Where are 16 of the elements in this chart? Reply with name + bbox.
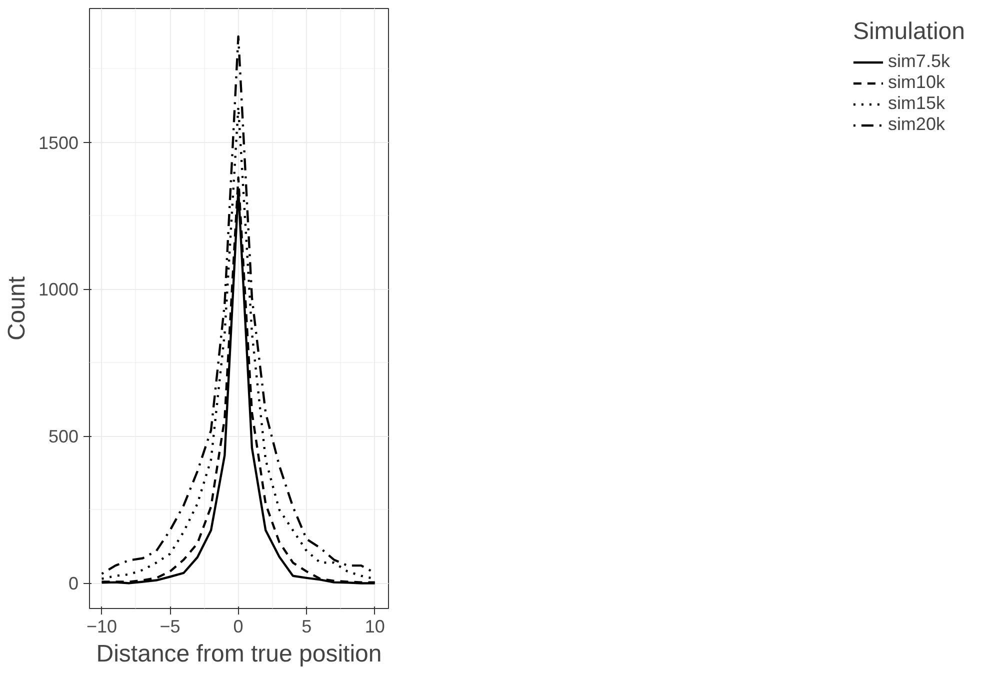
legend-label: sim10k bbox=[888, 72, 945, 93]
x-tick-label: 10 bbox=[364, 616, 385, 636]
y-axis-title: Count bbox=[3, 276, 30, 341]
x-tick-label: 5 bbox=[302, 616, 312, 636]
legend-label: sim7.5k bbox=[888, 51, 950, 72]
y-tick-label: 1500 bbox=[38, 132, 79, 153]
x-axis-title: Distance from true position bbox=[96, 640, 382, 668]
x-tick-label: 0 bbox=[233, 616, 244, 636]
legend-label: sim20k bbox=[888, 114, 945, 135]
legend-title: Simulation bbox=[852, 18, 965, 46]
y-tick-label: 0 bbox=[68, 574, 79, 594]
y-tick-label: 500 bbox=[48, 426, 79, 447]
x-tick-label: −10 bbox=[86, 616, 118, 636]
x-tick-label: −5 bbox=[160, 616, 180, 636]
legend-label: sim15k bbox=[888, 93, 945, 114]
y-tick-label: 1000 bbox=[38, 280, 79, 300]
